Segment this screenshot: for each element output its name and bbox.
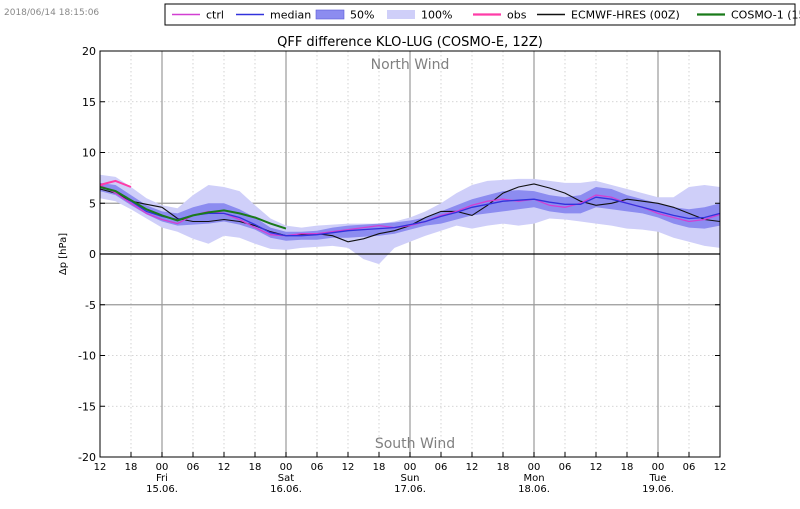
y-tick-label: 0 [89, 248, 96, 261]
y-tick-label: -20 [78, 451, 96, 464]
x-date-label: 15.06. [146, 484, 178, 495]
x-tick-label: 12 [94, 462, 107, 473]
x-tick-label: 18 [249, 462, 262, 473]
x-date-label: 17.06. [394, 484, 426, 495]
x-day-label: Tue [648, 473, 666, 484]
south-wind-label: South Wind [375, 436, 455, 452]
x-tick-label: 00 [280, 462, 293, 473]
legend-swatch-2 [315, 9, 345, 20]
legend-swatch-3 [387, 10, 415, 19]
x-day-label: Sun [400, 473, 419, 484]
x-tick-label: 18 [125, 462, 138, 473]
y-tick-label: 20 [82, 45, 96, 58]
y-axis-label: Δp [hPa] [58, 233, 69, 275]
timestamp: 2018/06/14 18:15:06 [4, 8, 99, 18]
x-tick-label: 12 [590, 462, 603, 473]
band-100pct [100, 174, 720, 265]
x-tick-label: 00 [652, 462, 665, 473]
x-date-label: 19.06. [642, 484, 674, 495]
chart-title: QFF difference KLO-LUG (COSMO-E, 12Z) [277, 35, 543, 50]
y-tick-label: -15 [78, 400, 96, 413]
x-tick-label: 12 [342, 462, 355, 473]
x-tick-label: 00 [528, 462, 541, 473]
y-tick-label: -10 [78, 350, 96, 363]
x-day-label: Mon [523, 473, 544, 484]
legend-label-3: 100% [421, 9, 452, 22]
y-tick-label: 10 [82, 147, 96, 160]
x-tick-label: 12 [714, 462, 727, 473]
x-tick-label: 12 [218, 462, 231, 473]
band-50pct [100, 182, 720, 241]
line-group [99, 179, 721, 243]
obs-line [99, 179, 132, 188]
x-tick-label: 06 [683, 462, 696, 473]
legend-label-1: median [270, 9, 311, 22]
x-tick-label: 12 [466, 462, 479, 473]
x-tick-label: 18 [497, 462, 510, 473]
y-tick-label: 15 [82, 96, 96, 109]
legend-label-6: COSMO-1 (15Z) [731, 9, 800, 22]
x-tick-label: 18 [621, 462, 634, 473]
legend-label-0: ctrl [206, 9, 224, 22]
x-tick-label: 18 [373, 462, 386, 473]
x-date-label: 16.06. [270, 484, 302, 495]
x-tick-label: 00 [404, 462, 417, 473]
x-day-label: Sat [278, 473, 294, 484]
cosmo1-line [99, 186, 287, 230]
x-tick-label: 06 [435, 462, 448, 473]
y-tick-label: 5 [89, 197, 96, 210]
y-tick-label: -5 [85, 299, 96, 312]
legend-items: ctrl median 50% 100% obs ECMWF-HRES (00Z) COSM… [172, 9, 800, 22]
x-tick-label: 00 [156, 462, 169, 473]
legend-label-2: 50% [350, 9, 374, 22]
x-day-label: Fri [156, 473, 168, 484]
legend-label-5: ECMWF-HRES (00Z) [571, 9, 680, 22]
legend-label-4: obs [507, 9, 527, 22]
x-tick-label: 06 [311, 462, 324, 473]
x-date-label: 18.06. [518, 484, 550, 495]
north-wind-label: North Wind [371, 57, 450, 73]
x-tick-label: 06 [187, 462, 200, 473]
x-tick-label: 06 [559, 462, 572, 473]
band-group [100, 174, 720, 265]
